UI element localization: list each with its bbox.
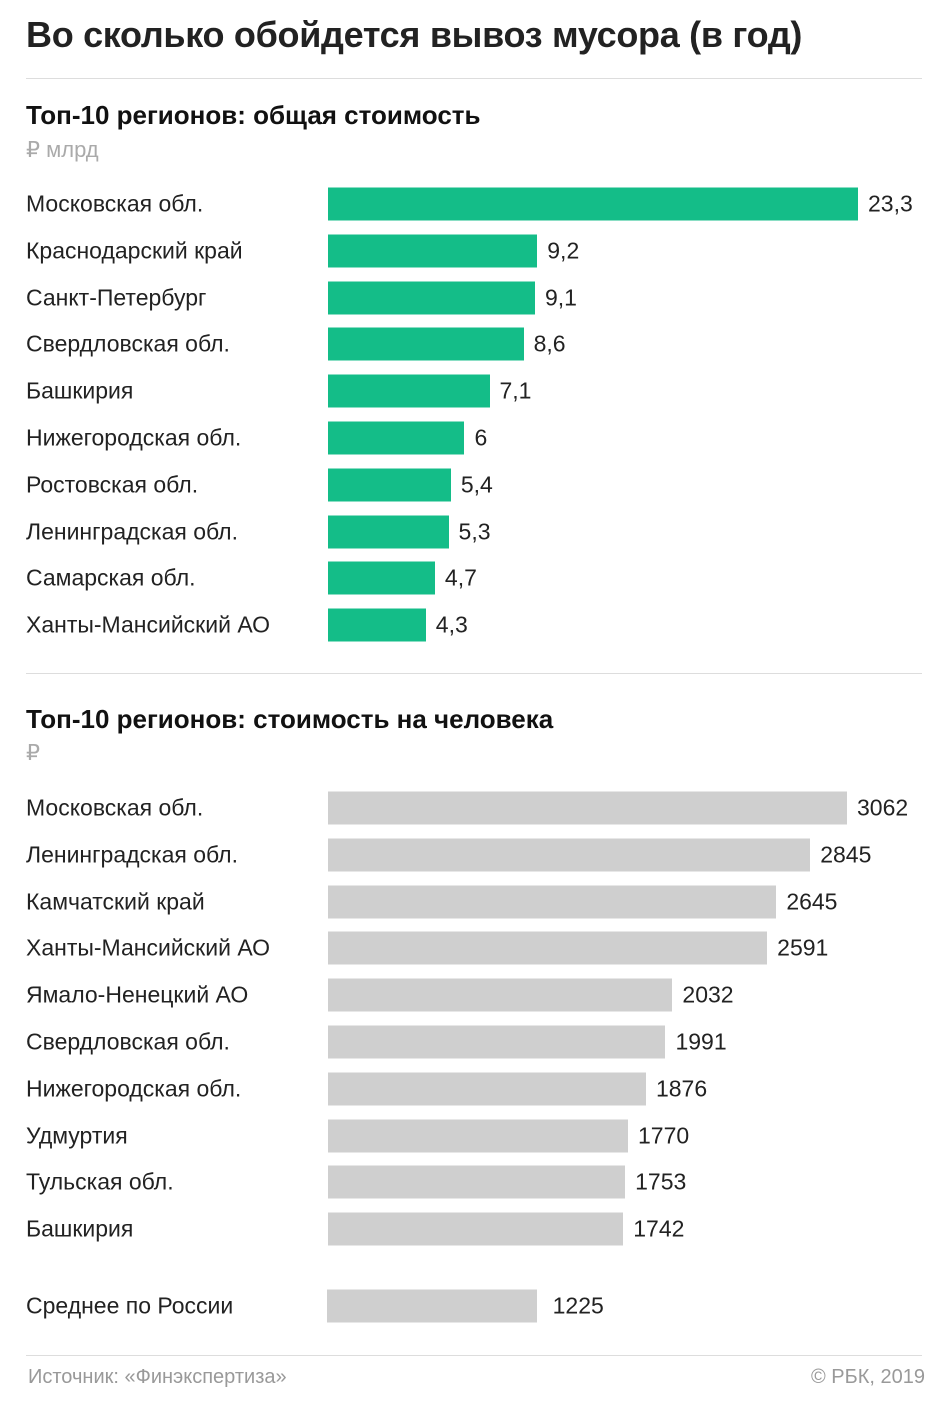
bar bbox=[328, 838, 811, 872]
category-label: Ханты-Мансийский АО bbox=[26, 611, 271, 638]
value-label: 2645 bbox=[786, 888, 838, 915]
category-label: Ханты-Мансийский АО bbox=[26, 934, 271, 961]
value-label: 5,4 bbox=[460, 471, 493, 498]
category-label: Ленинградская обл. bbox=[26, 518, 238, 545]
value-label: 7,1 bbox=[499, 377, 532, 404]
category-label: Санкт-Петербург bbox=[26, 284, 207, 311]
bar bbox=[328, 234, 538, 268]
bar bbox=[328, 281, 535, 315]
category-label: Свердловская обл. bbox=[26, 330, 230, 357]
divider bbox=[26, 78, 922, 79]
category-label: Удмуртия bbox=[26, 1122, 128, 1149]
bar bbox=[328, 1072, 646, 1106]
category-label: Ленинградская обл. bbox=[26, 841, 238, 868]
category-label: Нижегородская обл. bbox=[26, 424, 242, 451]
value-label: 1876 bbox=[655, 1075, 708, 1102]
bar bbox=[328, 421, 465, 455]
category-label: Ростовская обл. bbox=[26, 471, 199, 498]
value-label: 23,3 bbox=[868, 190, 913, 217]
divider bbox=[26, 1355, 922, 1356]
category-label: Ямало-Ненецкий АО bbox=[26, 981, 249, 1008]
category-label: Тульская обл. bbox=[26, 1168, 174, 1195]
chart1-title: Топ-10 регионов: общая стоимость bbox=[26, 100, 481, 130]
divider bbox=[26, 673, 922, 674]
average-value: 1225 bbox=[552, 1292, 604, 1319]
bar bbox=[328, 327, 524, 361]
bar bbox=[328, 468, 451, 502]
bar bbox=[328, 1025, 666, 1059]
category-label: Московская обл. bbox=[26, 794, 204, 821]
value-label: 9,2 bbox=[547, 237, 580, 264]
value-label: 1742 bbox=[633, 1215, 685, 1242]
value-label: 6 bbox=[474, 424, 488, 451]
category-label: Краснодарский край bbox=[26, 237, 243, 264]
category-label: Свердловская обл. bbox=[26, 1028, 230, 1055]
value-label: 4,3 bbox=[435, 611, 468, 638]
chart2-unit: ₽ bbox=[26, 740, 40, 765]
category-label: Самарская обл. bbox=[26, 564, 196, 591]
category-label: Московская обл. bbox=[26, 190, 204, 217]
chart1-unit: ₽ млрд bbox=[26, 137, 99, 162]
bar bbox=[328, 561, 435, 595]
bar bbox=[328, 187, 858, 221]
value-label: 3062 bbox=[857, 794, 909, 821]
bar bbox=[328, 978, 673, 1012]
bar bbox=[328, 885, 777, 919]
source: Источник: «Финэкспертиза» bbox=[28, 1366, 287, 1388]
bar bbox=[328, 515, 449, 549]
average-label: Среднее по России bbox=[26, 1292, 234, 1319]
copyright: © РБК, 2019 bbox=[810, 1366, 925, 1388]
category-label: Башкирия bbox=[26, 377, 134, 404]
bar bbox=[328, 1165, 626, 1199]
value-label: 4,7 bbox=[444, 564, 477, 591]
category-label: Нижегородская обл. bbox=[26, 1075, 242, 1102]
bar bbox=[328, 374, 490, 408]
category-label: Камчатский край bbox=[26, 888, 205, 915]
value-label: 9,1 bbox=[544, 284, 577, 311]
value-label: 5,3 bbox=[458, 518, 491, 545]
value-label: 1991 bbox=[675, 1028, 727, 1055]
value-label: 2032 bbox=[682, 981, 734, 1008]
bar bbox=[328, 1212, 624, 1246]
value-label: 8,6 bbox=[533, 330, 566, 357]
bar bbox=[328, 931, 768, 965]
page-title: Во сколько обойдется вывоз мусора (в год… bbox=[26, 14, 803, 55]
value-label: 2591 bbox=[777, 934, 829, 961]
value-label: 1770 bbox=[638, 1122, 690, 1149]
value-label: 1753 bbox=[635, 1168, 687, 1195]
value-label: 2845 bbox=[820, 841, 872, 868]
category-label: Башкирия bbox=[26, 1215, 134, 1242]
average-bar bbox=[327, 1289, 537, 1323]
bar bbox=[328, 1119, 628, 1153]
chart2-title: Топ-10 регионов: стоимость на человека bbox=[26, 704, 554, 734]
bar bbox=[328, 608, 426, 642]
bar bbox=[328, 791, 847, 825]
